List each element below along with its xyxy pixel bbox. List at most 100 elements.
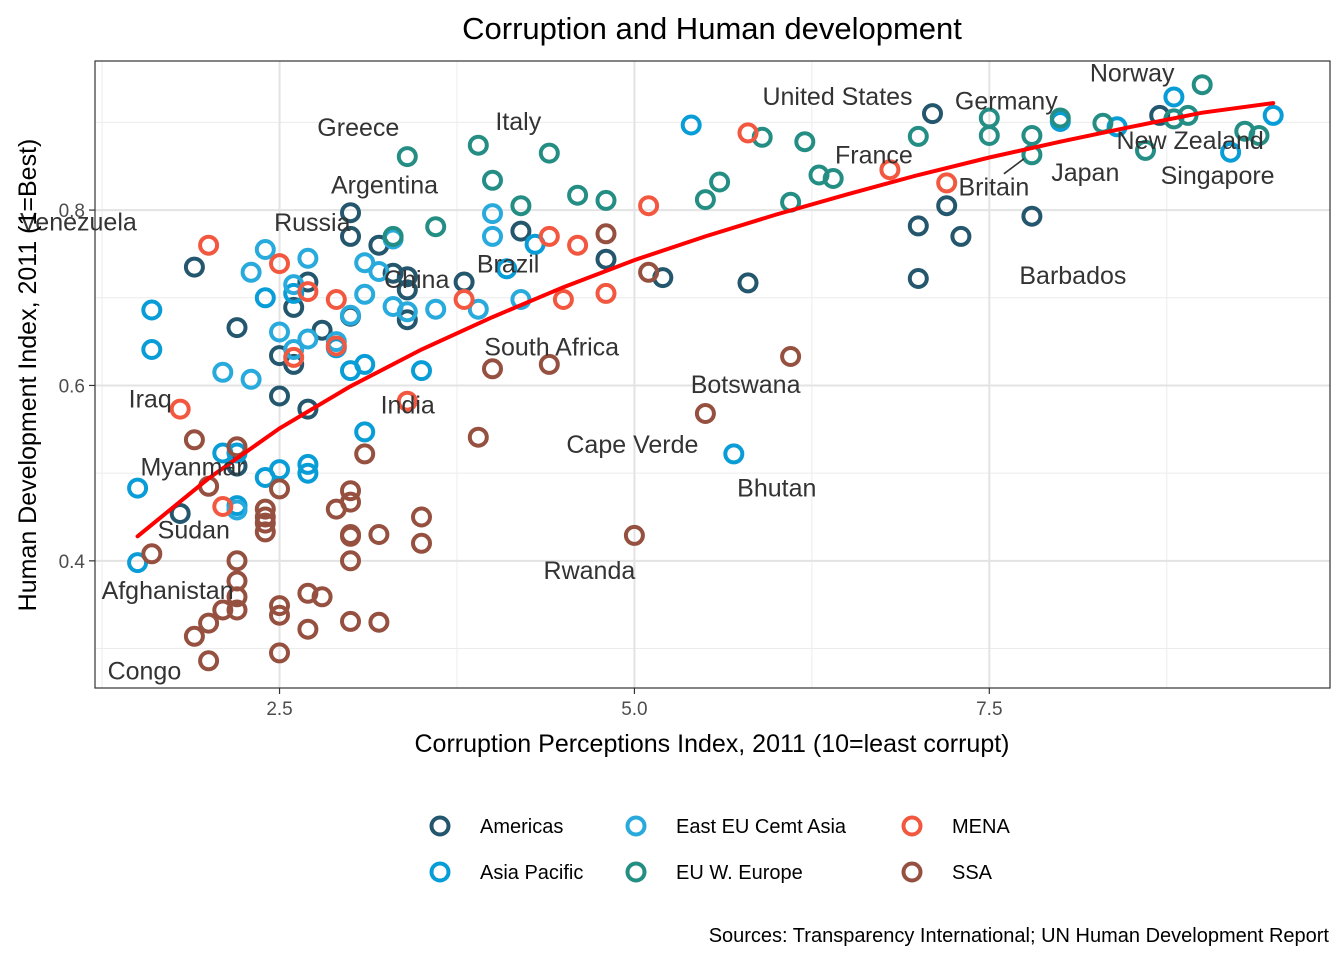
data-point — [694, 189, 716, 211]
x-tick-label: 7.5 — [976, 699, 1002, 720]
data-point — [212, 361, 234, 383]
data-point — [254, 498, 276, 520]
data-point — [297, 398, 319, 420]
data-point — [254, 239, 276, 260]
data-point — [1163, 86, 1185, 108]
y-tick-label: 0.8 — [59, 201, 85, 222]
data-point — [1220, 141, 1242, 163]
data-point — [538, 353, 560, 375]
data-point — [212, 496, 234, 517]
data-point — [595, 248, 617, 270]
trend-line-group — [135, 101, 1276, 539]
data-point — [482, 169, 503, 191]
data-point — [340, 304, 361, 326]
data-point — [368, 611, 390, 633]
data-point — [396, 146, 418, 168]
data-point — [340, 610, 361, 632]
data-point — [694, 403, 716, 424]
data-point — [595, 282, 617, 304]
data-point — [169, 398, 191, 420]
data-point — [368, 524, 390, 545]
point-label-greece: Greece — [317, 114, 399, 142]
legend-key — [429, 815, 451, 837]
data-point — [623, 524, 645, 546]
data-point — [482, 203, 503, 225]
data-point — [198, 650, 220, 672]
label-connector — [1003, 158, 1025, 175]
point-label-south-africa: South Africa — [484, 333, 619, 361]
data-point — [240, 368, 262, 390]
data-point — [382, 296, 404, 317]
data-point — [340, 525, 361, 547]
legend-label: EU W. Europe — [676, 862, 803, 884]
data-point — [595, 223, 617, 245]
data-point — [482, 358, 503, 380]
data-point — [723, 443, 745, 465]
data-point — [453, 289, 475, 310]
data-point — [269, 253, 290, 275]
data-point — [496, 258, 518, 280]
data-point — [226, 436, 248, 458]
axis-ticks: 2.5 5.0 7.5 0.4 0.6 0.8 — [59, 201, 1003, 720]
data-point — [425, 298, 447, 320]
data-point — [254, 287, 276, 309]
data-point — [1021, 125, 1043, 146]
data-point — [283, 346, 305, 368]
data-point — [1191, 74, 1213, 96]
data-point — [680, 114, 702, 136]
data-point — [340, 225, 361, 247]
data-point — [482, 225, 503, 247]
data-point — [283, 339, 305, 360]
legend-key — [625, 815, 647, 837]
series-ssa — [141, 223, 802, 672]
data-point — [567, 234, 589, 256]
data-point — [396, 309, 418, 331]
point-label-myanmar: Myanmar — [141, 454, 245, 482]
y-tick-label: 0.4 — [59, 552, 86, 573]
data-point — [538, 142, 560, 164]
point-label-japan: Japan — [1051, 159, 1119, 187]
data-point — [354, 443, 376, 465]
data-point — [198, 612, 220, 634]
data-point — [297, 453, 319, 475]
point-label-sudan: Sudan — [158, 516, 230, 544]
data-point — [183, 625, 205, 647]
data-point — [340, 491, 361, 513]
point-label-united-states: United States — [762, 83, 912, 111]
data-point — [1248, 125, 1270, 146]
point-label-france: France — [835, 141, 913, 169]
point-label-botswana: Botswana — [691, 371, 801, 399]
data-point — [340, 202, 361, 224]
data-point — [907, 268, 929, 289]
data-point — [226, 317, 248, 339]
point-label-rwanda: Rwanda — [544, 557, 636, 585]
data-point — [297, 281, 319, 303]
y-axis-title: Human Development Index, 2011 (1=Best) — [14, 139, 42, 612]
legend-label: Americas — [480, 816, 563, 838]
point-labels: Congo Afghanistan Sudan Myanmar Iraq Venezuel… — [20, 59, 1275, 685]
point-label-india: India — [381, 392, 435, 420]
point-label-iraq: Iraq — [129, 386, 172, 414]
data-point — [325, 289, 347, 310]
data-point — [283, 353, 305, 375]
series-americas — [169, 103, 1171, 524]
data-point — [411, 506, 432, 528]
data-point — [183, 256, 205, 278]
legend-key — [625, 861, 647, 883]
data-point — [638, 261, 660, 283]
point-label-norway: Norway — [1090, 59, 1175, 87]
data-point — [354, 353, 376, 375]
data-point — [978, 125, 1000, 146]
point-label-barbados: Barbados — [1019, 262, 1126, 290]
data-point — [411, 360, 432, 382]
data-point — [879, 159, 901, 181]
data-point — [737, 122, 759, 144]
data-point — [382, 225, 404, 247]
data-point — [283, 296, 305, 318]
data-point — [936, 172, 958, 194]
data-point — [1049, 107, 1071, 129]
legend-label: Asia Pacific — [480, 862, 583, 884]
data-point — [169, 503, 191, 524]
data-point — [226, 586, 248, 608]
caption: Sources: Transparency International; UN … — [709, 925, 1330, 947]
